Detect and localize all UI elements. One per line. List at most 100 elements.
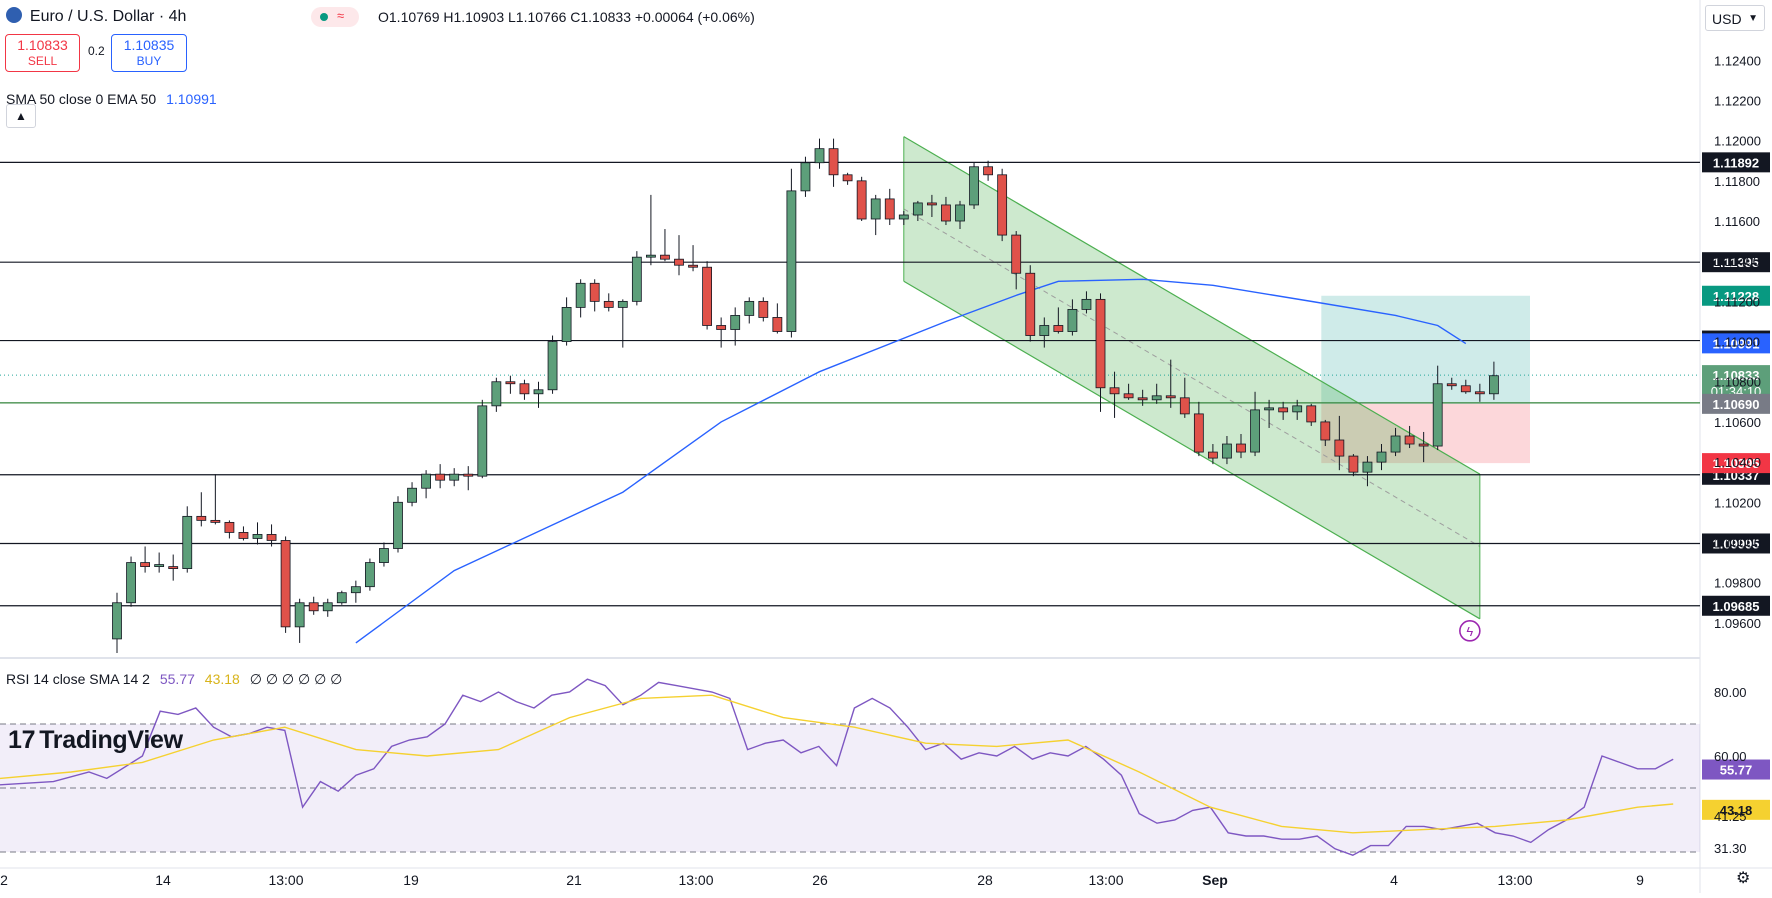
price-tick-label: 1.09800 [1714, 576, 1761, 591]
rsi-sma-text: 43.18 [1720, 803, 1753, 818]
candle-up [955, 204, 965, 222]
price-tick-label: 1.12000 [1714, 134, 1761, 149]
channel-lower-line [903, 280, 1481, 620]
rsi-legend-value: 55.77 [159, 671, 195, 687]
entry-price-badge [1702, 393, 1770, 414]
brand-name: TradingView [39, 726, 183, 754]
candle-down [1193, 413, 1204, 453]
ema50-line [355, 278, 1467, 644]
candle-up [533, 389, 544, 395]
candle-up [744, 300, 755, 316]
price-tick-label: 1.11000 [1714, 335, 1760, 350]
level-price-text: 1.09685 [1713, 599, 1760, 614]
candle-up [477, 405, 488, 477]
last-price-text: 1.10833 [1713, 368, 1760, 383]
candle-down [1025, 272, 1036, 336]
candle-up [379, 548, 389, 563]
target-price-text: 1.11228 [1713, 289, 1759, 304]
candle-down [842, 174, 853, 182]
rsi-label: RSI 14 close SMA 14 2 [6, 671, 150, 687]
candle-down [1404, 435, 1415, 445]
candle-down [758, 300, 769, 318]
spread-value: 0.2 [88, 44, 105, 58]
candle-down [505, 381, 516, 385]
candle-down [280, 540, 291, 628]
candle-up [364, 562, 375, 588]
candle-up [1489, 375, 1499, 395]
candle-up [1292, 405, 1303, 413]
candle-up [800, 162, 811, 192]
settings-icon[interactable]: ⚙ [1736, 870, 1751, 887]
rsi-extra: ∅ ∅ ∅ ∅ ∅ ∅ [249, 671, 343, 687]
symbol-title[interactable]: Euro / U.S. Dollar · 4h [29, 8, 187, 25]
candle-down [674, 258, 684, 266]
candle-up [294, 602, 305, 628]
level-price-text: 1.09995 [1713, 536, 1760, 551]
stop-price-badge [1702, 453, 1770, 474]
candle-up [912, 202, 923, 216]
candle-up [870, 198, 881, 220]
price-tick-label: 1.10200 [1714, 495, 1761, 510]
candle-up [1222, 443, 1232, 459]
rsi-tick-label: 60.00 [1714, 749, 1747, 764]
collapse-legend-button[interactable]: ▲ [6, 104, 36, 128]
sell-label: SELL [27, 54, 58, 68]
ema-legend[interactable]: SMA 50 close 0 EMA 50 1.10991 [6, 91, 217, 107]
candle-down [1320, 421, 1331, 441]
candle-down [1109, 387, 1120, 395]
candle-up [1151, 395, 1162, 401]
candle-down [983, 166, 993, 176]
price-tick-label: 1.11600 [1714, 214, 1760, 229]
level-price-badge [1702, 595, 1770, 616]
candle-up [1067, 309, 1078, 332]
ema-price-text: 1.10991 [1713, 336, 1760, 351]
time-tick-label: 13:00 [1088, 872, 1123, 888]
currency-select[interactable]: USD ▼ [1705, 5, 1765, 31]
rsi-value-text: 55.77 [1720, 763, 1753, 778]
candle-up [575, 282, 586, 308]
candle-down [1418, 443, 1429, 447]
price-tick-label: 1.11200 [1714, 294, 1760, 309]
candle-up [1390, 435, 1401, 453]
candle-up [449, 473, 460, 481]
candle-down [856, 180, 867, 220]
candle-up [730, 315, 741, 330]
candle-down [1137, 397, 1148, 401]
buy-button[interactable]: 1.10835 BUY [111, 34, 187, 72]
rsi-sma-line [0, 694, 1674, 834]
candle-down [1278, 407, 1289, 413]
candle-up [561, 307, 572, 342]
wave-icon: ≈ [337, 8, 345, 23]
tradingview-logo[interactable]: 17 TradingView [8, 726, 183, 755]
candle-up [322, 602, 333, 612]
candle-down [828, 148, 839, 176]
candle-up [786, 190, 797, 332]
candle-down [884, 198, 895, 220]
time-tick-label: 13:00 [268, 872, 303, 888]
candle-up [898, 214, 909, 220]
candle-down [1460, 385, 1471, 393]
level-price-badge [1702, 533, 1770, 554]
time-tick-label: Sep [1202, 872, 1228, 888]
candle-up [547, 341, 558, 391]
candle-down [1208, 451, 1218, 459]
ema-label: SMA 50 close 0 EMA 50 [6, 91, 157, 107]
position-stop-zone [1321, 403, 1530, 464]
sell-button[interactable]: 1.10833 SELL [5, 34, 80, 72]
market-status-pill[interactable]: ≈ [311, 7, 359, 27]
time-tick-label: 2 [0, 872, 8, 888]
ema-value: 1.10991 [166, 91, 217, 107]
candle-down [772, 317, 783, 332]
candle-up [1264, 407, 1274, 411]
candle-down [238, 532, 249, 539]
buy-price: 1.10835 [123, 37, 175, 53]
entry-price-text: 1.10690 [1713, 397, 1760, 412]
time-tick-label: 28 [977, 872, 993, 888]
time-tick-label: 9 [1636, 872, 1644, 888]
rsi-legend[interactable]: RSI 14 close SMA 14 2 55.77 43.18 ∅ ∅ ∅ … [6, 671, 342, 688]
candle-up [350, 586, 361, 594]
candle-down [1123, 393, 1134, 399]
rsi-sma-legend-value: 43.18 [204, 671, 240, 687]
